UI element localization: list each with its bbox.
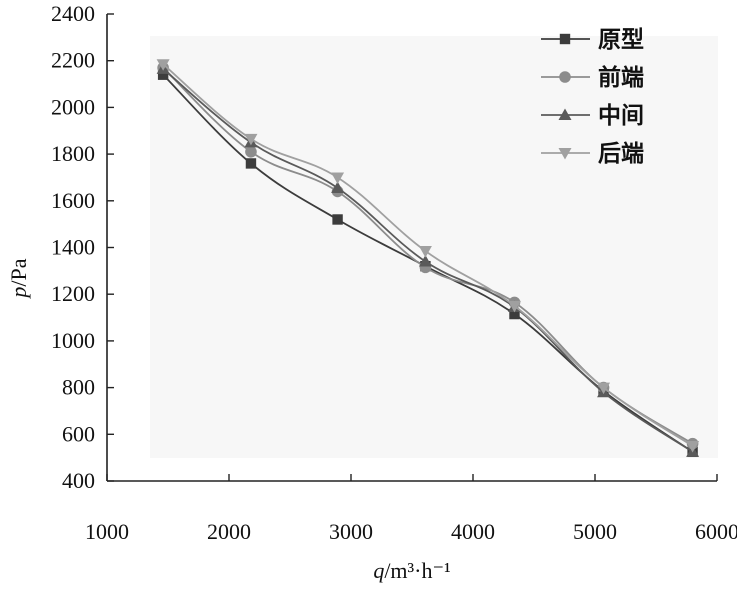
data-point	[559, 33, 571, 45]
data-point	[558, 108, 572, 120]
y-tick-label: 1200	[51, 281, 95, 306]
y-tick-label: 400	[62, 468, 95, 493]
legend-label: 后端	[598, 141, 644, 167]
series-4	[156, 59, 700, 453]
y-tick-label: 600	[62, 421, 95, 446]
legend-item: 前端	[541, 64, 644, 91]
axes: 400 600 800 1000 1200 1400 1600 1800 2000 2200 240…	[51, 1, 737, 544]
data-point	[597, 382, 611, 395]
data-point	[331, 181, 345, 193]
legend-item: 原型	[541, 27, 644, 53]
legend-label: 前端	[598, 64, 644, 91]
data-point	[157, 69, 169, 80]
x-tick-label: 3000	[329, 519, 373, 544]
data-point	[509, 308, 520, 320]
legend-label: 中间	[598, 103, 644, 129]
data-point	[418, 255, 432, 267]
data-point	[558, 148, 572, 160]
data-point	[244, 133, 258, 146]
y-tick-label: 2200	[51, 48, 95, 73]
data-point	[559, 71, 571, 83]
data-point	[418, 246, 432, 258]
y-axis-title: p/Pa	[6, 258, 31, 299]
x-tick-label: 5000	[573, 519, 617, 544]
legend-label: 原型	[598, 27, 644, 53]
series-layer	[156, 59, 700, 458]
x-tick-label: 6000	[695, 519, 737, 544]
x-tick-label: 2000	[207, 519, 251, 544]
x-axis-title: q/m³·h⁻¹	[373, 558, 450, 583]
plot-background	[150, 36, 718, 458]
y-tick-label: 2400	[51, 1, 95, 26]
y-tick-label: 1000	[51, 328, 95, 353]
data-point	[332, 214, 343, 225]
y-tick-label: 1600	[51, 188, 95, 213]
data-point	[245, 158, 257, 169]
y-tick-label: 800	[62, 375, 95, 400]
legend-item: 后端	[541, 141, 644, 167]
x-tick-label: 4000	[451, 519, 495, 544]
data-point	[507, 300, 521, 313]
data-point	[245, 145, 257, 158]
data-point	[686, 440, 700, 453]
y-tick-label: 2000	[51, 94, 95, 119]
data-point	[331, 172, 345, 184]
legend-item: 中间	[541, 103, 644, 129]
y-tick-label: 1400	[51, 235, 95, 260]
y-tick-label: 1800	[51, 141, 95, 166]
plot-area	[150, 36, 718, 458]
data-point	[156, 59, 170, 71]
x-tick-label: 1000	[85, 519, 129, 544]
